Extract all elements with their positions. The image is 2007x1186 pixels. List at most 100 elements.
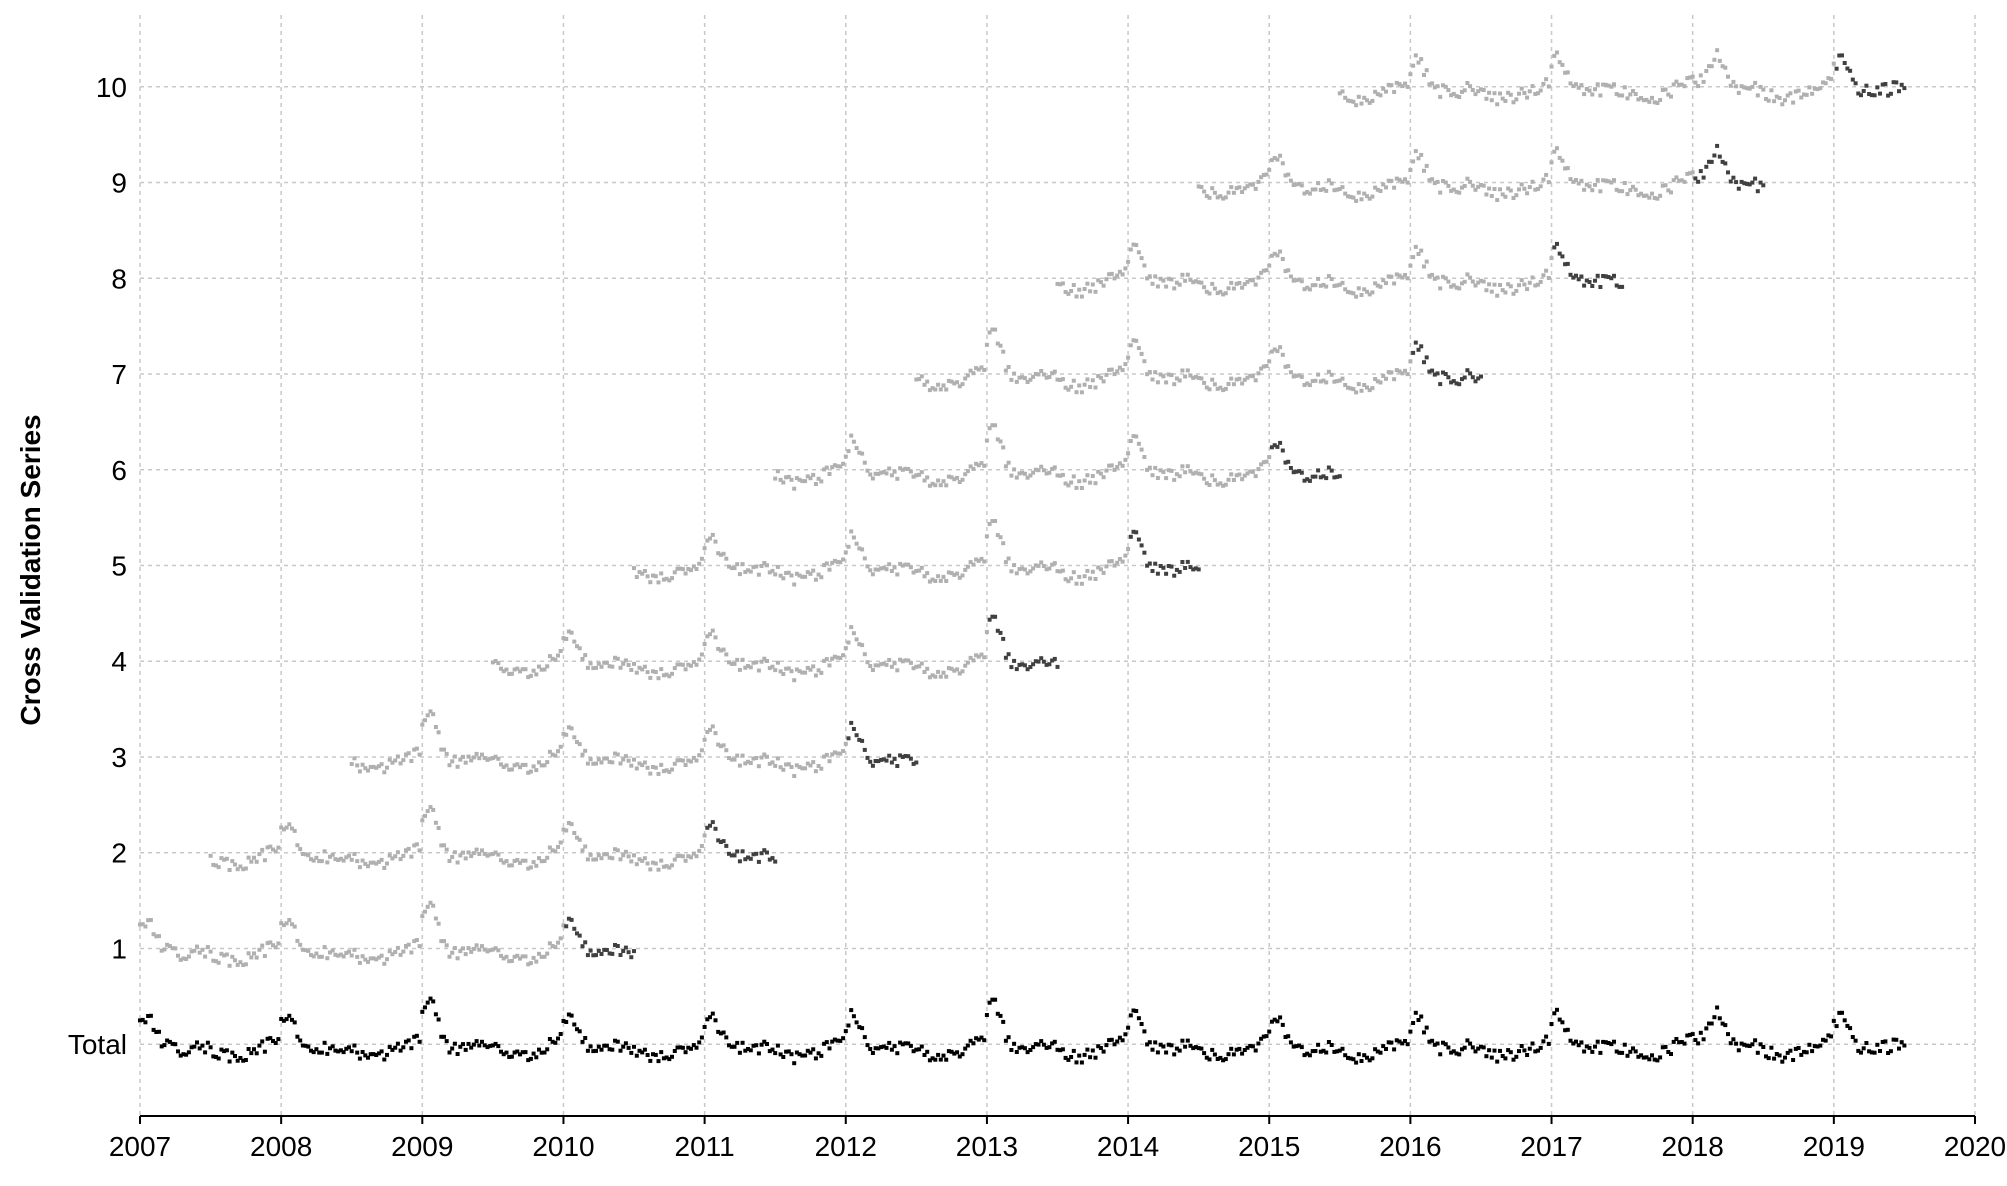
training-point xyxy=(1622,181,1627,185)
training-point xyxy=(1248,469,1253,474)
total-point xyxy=(1185,1038,1190,1043)
training-point xyxy=(442,747,446,752)
training-point xyxy=(1389,178,1394,183)
training-point xyxy=(1256,275,1261,280)
training-point xyxy=(309,953,313,957)
validation-point xyxy=(1696,179,1701,184)
training-point xyxy=(1337,91,1342,96)
training-point xyxy=(900,467,905,472)
training-point xyxy=(1397,177,1402,182)
total-point xyxy=(1288,1040,1293,1045)
validation-point xyxy=(1869,93,1874,98)
training-point xyxy=(1107,559,1112,564)
training-point xyxy=(637,570,642,575)
training-point xyxy=(1527,89,1532,94)
training-point xyxy=(892,469,897,474)
validation-point xyxy=(1861,89,1866,93)
training-point xyxy=(827,759,832,764)
training-point xyxy=(884,662,889,667)
training-point xyxy=(1088,480,1093,485)
validation-point xyxy=(887,753,892,758)
training-point xyxy=(553,945,558,950)
training-point xyxy=(515,762,520,767)
training-point xyxy=(1207,387,1212,392)
training-point xyxy=(507,767,512,772)
training-point xyxy=(431,807,436,812)
training-point xyxy=(569,726,574,731)
training-point xyxy=(637,665,642,670)
training-point xyxy=(702,546,707,551)
training-point xyxy=(623,658,628,663)
training-point xyxy=(1723,65,1728,70)
total-point xyxy=(423,1005,427,1010)
training-point xyxy=(808,763,813,768)
total-point xyxy=(1826,1033,1831,1038)
training-point xyxy=(898,561,903,566)
training-point xyxy=(1397,273,1402,278)
total-point xyxy=(539,1050,544,1055)
training-point xyxy=(1191,280,1196,285)
training-point xyxy=(471,755,476,760)
training-point xyxy=(1394,272,1399,277)
total-point xyxy=(208,1045,213,1050)
training-point xyxy=(1479,278,1483,283)
total-point xyxy=(349,1049,354,1054)
training-point xyxy=(938,674,943,679)
training-point xyxy=(1519,278,1524,283)
validation-point xyxy=(1557,251,1562,256)
training-point xyxy=(1633,187,1638,192)
total-point xyxy=(1009,1048,1014,1052)
total-point xyxy=(1386,1040,1391,1045)
training-point xyxy=(1470,279,1475,284)
total-point xyxy=(1191,1046,1196,1051)
training-point xyxy=(659,667,664,672)
training-point xyxy=(1126,355,1131,360)
training-point xyxy=(1351,195,1356,200)
training-point xyxy=(1223,291,1228,296)
training-point xyxy=(447,763,452,768)
training-point xyxy=(1278,153,1283,158)
total-point xyxy=(181,1052,186,1057)
training-point xyxy=(1212,478,1217,483)
training-point xyxy=(268,940,273,945)
total-point xyxy=(572,1022,577,1027)
training-point xyxy=(1326,369,1331,374)
validation-point xyxy=(1324,476,1329,481)
training-point xyxy=(572,639,577,644)
total-point xyxy=(794,1050,799,1055)
training-point xyxy=(1416,156,1421,161)
training-point xyxy=(1169,373,1174,378)
total-point xyxy=(284,1017,289,1022)
training-point xyxy=(1145,276,1150,281)
training-point xyxy=(1517,91,1521,96)
validation-point xyxy=(1150,569,1155,573)
total-point xyxy=(691,1043,696,1048)
training-point xyxy=(561,731,566,736)
total-point xyxy=(1465,1038,1470,1043)
training-point xyxy=(1256,467,1261,472)
training-point xyxy=(1587,88,1592,93)
validation-point xyxy=(987,617,992,622)
training-point xyxy=(1359,101,1364,106)
training-point xyxy=(485,757,490,762)
training-point xyxy=(797,669,802,674)
training-point xyxy=(729,661,734,666)
training-point xyxy=(876,567,881,572)
training-point xyxy=(276,941,281,946)
training-point xyxy=(1530,84,1535,89)
training-point xyxy=(371,860,376,865)
training-point xyxy=(463,952,468,957)
total-point xyxy=(881,1044,886,1049)
training-point xyxy=(1210,377,1215,382)
validation-point xyxy=(1601,274,1606,278)
training-point xyxy=(623,849,628,854)
total-point xyxy=(1560,1020,1565,1025)
training-point xyxy=(1378,189,1383,193)
total-point xyxy=(1117,1035,1122,1040)
validation-point xyxy=(1145,563,1150,568)
total-point xyxy=(1052,1039,1057,1044)
total-point xyxy=(591,1049,596,1054)
training-point xyxy=(1074,390,1079,395)
training-point xyxy=(436,730,441,735)
training-point xyxy=(1231,190,1236,195)
